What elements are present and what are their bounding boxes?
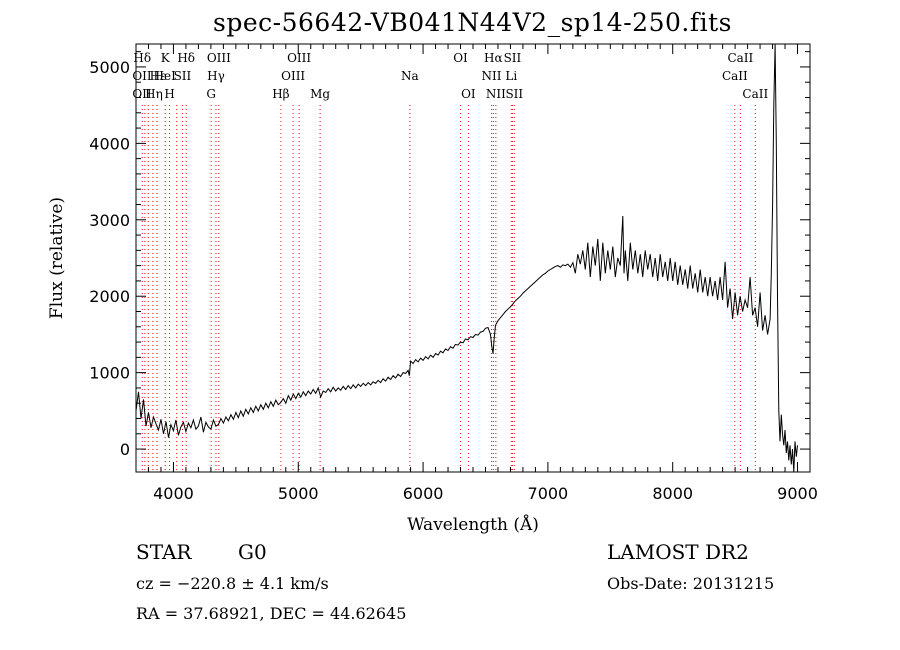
line-marker-label: NII [486, 87, 506, 101]
object-class: STAR [136, 540, 192, 564]
line-marker-label: OIII [287, 51, 311, 65]
line-marker-label: G [206, 87, 216, 101]
chart-title: spec-56642-VB041N44V2_sp14-250.fits [213, 8, 732, 37]
y-tick-label: 1000 [89, 364, 130, 383]
y-tick-label: 5000 [89, 58, 130, 77]
x-axis: 4000 5000 6000 7000 8000 9000 [135, 44, 818, 503]
line-marker-label: OIII [281, 69, 305, 83]
line-marker-label: OII [132, 69, 152, 83]
x-axis-label: Wavelength (Å) [407, 514, 539, 535]
y-tick-label: 0 [120, 440, 130, 459]
line-marker-label: Hη [145, 87, 163, 101]
radec-text: RA = 37.68921, DEC = 44.62645 [136, 604, 407, 623]
line-marker-label: SII [505, 87, 523, 101]
y-axis-label: Flux (relative) [47, 197, 67, 319]
survey-name: LAMOST DR2 [607, 540, 749, 564]
x-tick-label: 9000 [777, 484, 818, 503]
line-marker-label: K [161, 51, 171, 65]
y-tick-label: 3000 [89, 211, 130, 230]
y-axis: 0 1000 2000 3000 4000 5000 [89, 51, 810, 459]
line-marker-label: Hδ [177, 51, 195, 65]
line-marker-label: CaII [727, 51, 753, 65]
line-marker-label: NII [481, 69, 501, 83]
obs-date-text: Obs-Date: 20131215 [607, 574, 775, 593]
x-tick-label: 5000 [278, 484, 319, 503]
object-subclass: G0 [238, 540, 267, 564]
line-marker-label: SII [504, 51, 522, 65]
redshift-text: cz = −220.8 ± 4.1 km/s [136, 574, 329, 593]
x-tick-label: 4000 [153, 484, 194, 503]
line-labels-layer: Hδ KHHeISIIHδGHγOIIIHβOIIIOIIIMgNaOIOINII… [132, 51, 768, 101]
plot-frame [135, 43, 811, 473]
line-marker-label: SII [174, 69, 192, 83]
line-marker-label: Hε [150, 69, 167, 83]
spectrum-line [135, 43, 798, 473]
line-marker-label: Hγ [207, 69, 225, 83]
line-marker-label: OIII [207, 51, 231, 65]
line-marker-label: Hδ [133, 51, 151, 65]
y-tick-label: 2000 [89, 287, 130, 306]
line-marker-label: HeI [154, 69, 177, 83]
x-tick-label: 6000 [403, 484, 444, 503]
y-tick-label: 4000 [89, 134, 130, 153]
line-marker-label: OI [461, 87, 476, 101]
line-marker-label: Hα [484, 51, 503, 65]
line-marker-label: CaII [722, 69, 748, 83]
line-marker-label: Li [505, 69, 517, 83]
line-marker-label: CaII [742, 87, 768, 101]
line-marker-label: Hβ [272, 87, 289, 101]
line-marker-label: OI [453, 51, 468, 65]
line-marker-label: Mg [310, 87, 330, 101]
x-tick-label: 7000 [528, 484, 569, 503]
x-tick-label: 8000 [652, 484, 693, 503]
line-marker-label: H [164, 87, 174, 101]
line-marker-label: Na [401, 69, 419, 83]
